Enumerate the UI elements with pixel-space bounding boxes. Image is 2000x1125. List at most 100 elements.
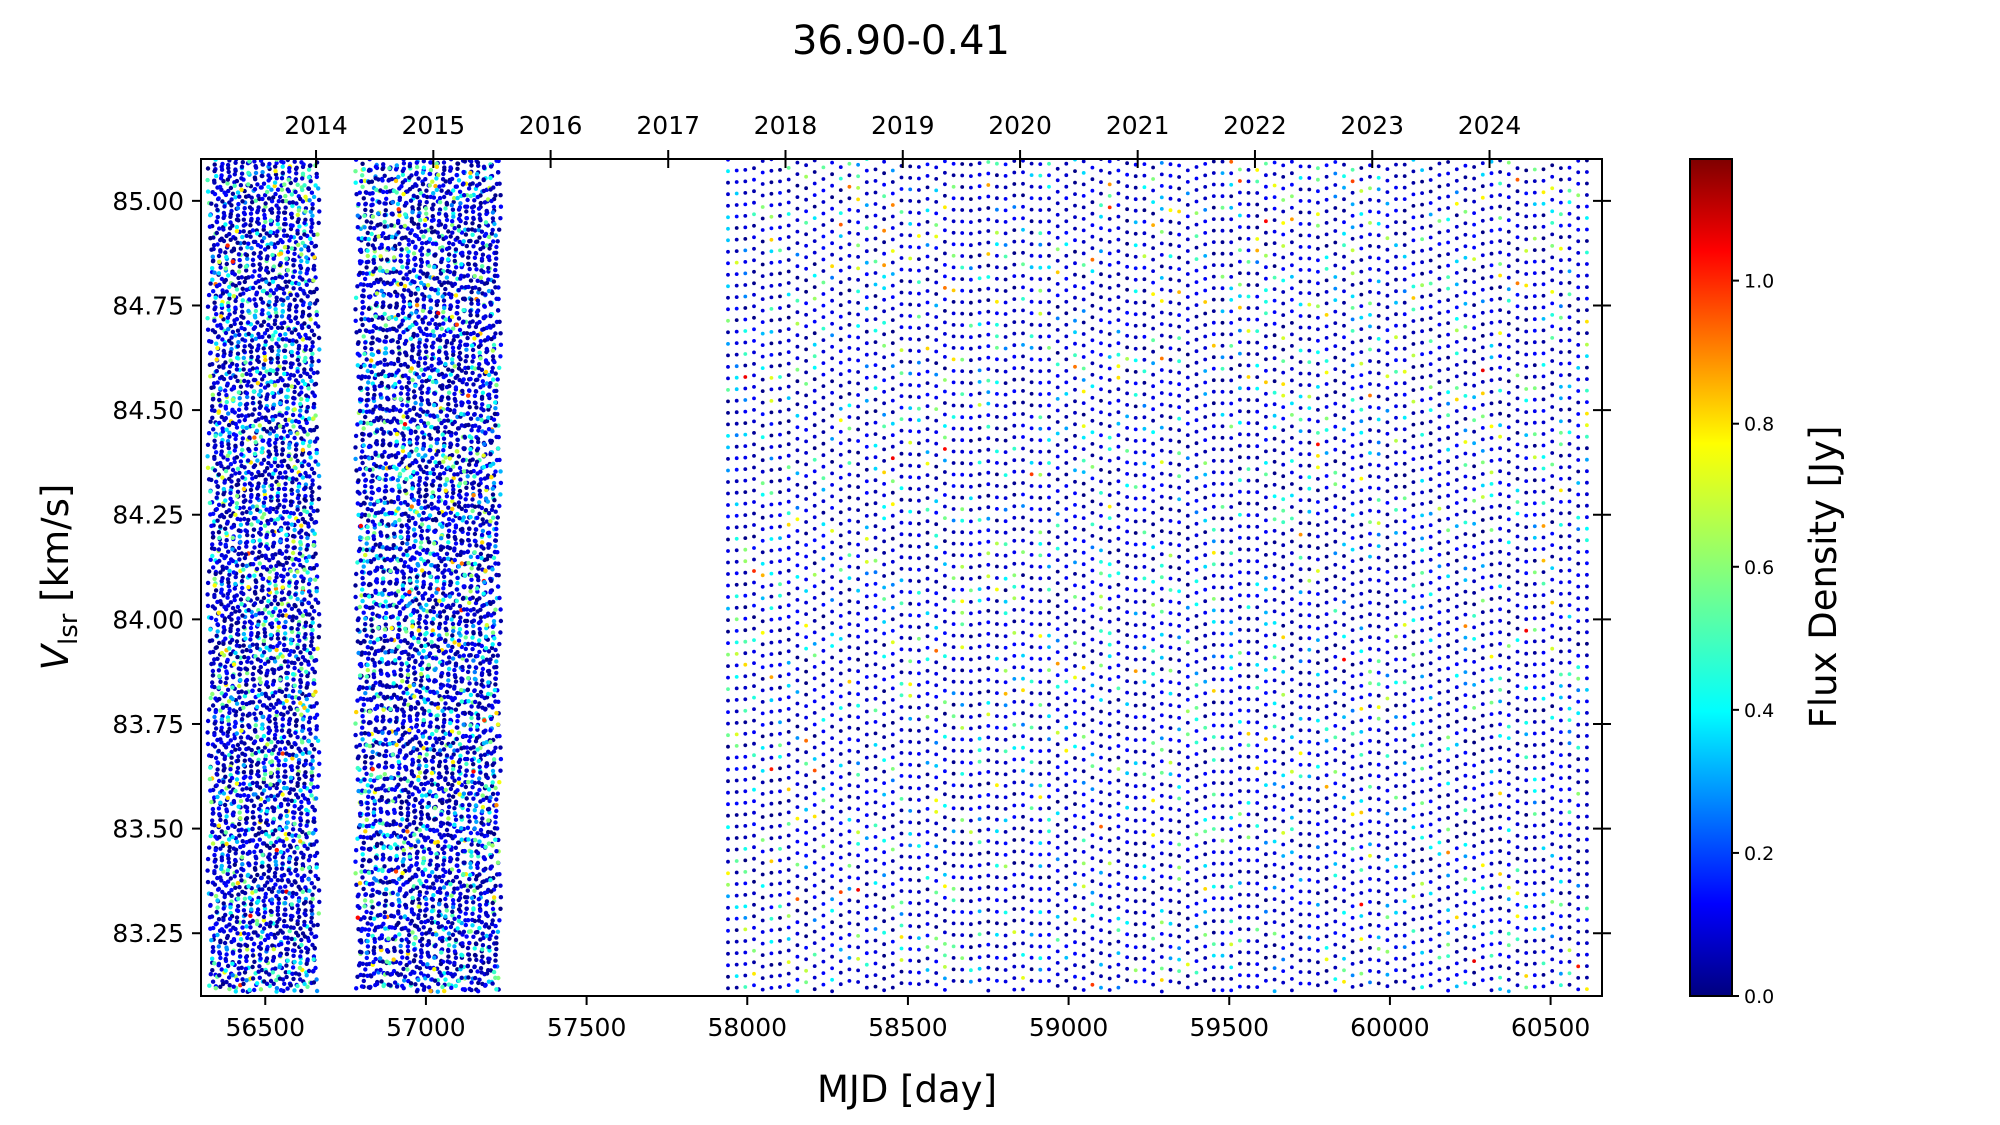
data-point [225, 868, 231, 873]
data-point [306, 877, 312, 882]
data-point [313, 243, 319, 249]
data-point [287, 166, 292, 171]
data-point [261, 622, 266, 627]
data-point [395, 892, 400, 897]
data-point [307, 474, 312, 479]
data-point [277, 688, 282, 694]
data-point [382, 772, 387, 777]
data-point [207, 845, 212, 850]
data-point [386, 936, 391, 941]
data-point [241, 919, 246, 924]
data-point [371, 269, 376, 274]
data-point [310, 206, 315, 211]
data-point [284, 272, 289, 278]
data-point [306, 968, 312, 974]
data-point [364, 260, 369, 265]
data-point [260, 170, 265, 175]
data-point [295, 634, 301, 639]
data-point [378, 392, 383, 397]
data-point [284, 963, 289, 968]
data-point [391, 278, 397, 283]
data-point [233, 851, 238, 856]
data-point [249, 354, 254, 360]
data-point [205, 316, 210, 321]
data-point [215, 760, 220, 765]
data-point [364, 817, 369, 822]
data-point [232, 459, 237, 465]
data-point [285, 295, 290, 301]
data-point [260, 334, 265, 340]
data-point [273, 828, 278, 833]
data-point [221, 215, 226, 221]
data-point [225, 453, 231, 458]
data-point [244, 840, 249, 845]
data-point [275, 187, 281, 192]
data-point [237, 396, 242, 401]
data-point [261, 872, 267, 877]
data-point [274, 509, 279, 515]
data-point [214, 479, 219, 484]
data-point [366, 927, 372, 932]
data-point [235, 765, 241, 771]
data-point [381, 983, 386, 989]
data-point [282, 843, 287, 848]
data-point [367, 467, 373, 473]
data-point [276, 613, 281, 618]
data-point [278, 849, 284, 855]
data-point [364, 679, 369, 684]
data-point [231, 708, 236, 713]
data-point [393, 427, 398, 433]
data-point [402, 974, 408, 979]
data-point [266, 383, 271, 388]
data-point [307, 692, 312, 697]
data-point [281, 642, 287, 648]
data-point [369, 922, 374, 927]
data-point [362, 915, 367, 920]
data-point [245, 596, 251, 601]
data-point [366, 932, 371, 938]
data-point [215, 932, 220, 938]
data-point [294, 615, 299, 620]
data-point [276, 348, 281, 353]
data-point [211, 565, 216, 570]
data-point [248, 372, 253, 377]
data-point [266, 472, 272, 477]
data-point [295, 903, 300, 908]
data-point [300, 602, 305, 607]
data-point [228, 214, 233, 219]
data-point [272, 594, 278, 600]
data-point [261, 208, 266, 213]
data-point [366, 168, 372, 173]
data-point [266, 449, 271, 454]
data-point [284, 256, 289, 261]
data-point [224, 261, 229, 267]
data-point [218, 176, 224, 181]
data-point [288, 292, 293, 297]
data-point [266, 196, 272, 201]
data-point [269, 793, 274, 799]
data-point [219, 302, 224, 308]
data-point [357, 190, 362, 195]
data-point [212, 162, 217, 167]
data-point [278, 747, 283, 752]
data-point [228, 490, 233, 496]
data-point [310, 766, 315, 771]
data-point [288, 775, 294, 780]
data-point [258, 265, 263, 271]
data-point [402, 978, 407, 983]
data-point [399, 661, 404, 666]
data-point [283, 343, 288, 348]
data-point [216, 253, 222, 259]
data-point [304, 973, 309, 978]
data-point [307, 854, 313, 859]
data-point [284, 951, 290, 957]
data-point [245, 659, 250, 664]
data-point [303, 899, 308, 905]
data-point [274, 433, 279, 438]
data-point [271, 670, 276, 676]
data-point [284, 411, 289, 416]
data-point [221, 365, 226, 370]
data-point [223, 956, 228, 962]
data-point [223, 468, 229, 474]
data-point [219, 740, 224, 745]
